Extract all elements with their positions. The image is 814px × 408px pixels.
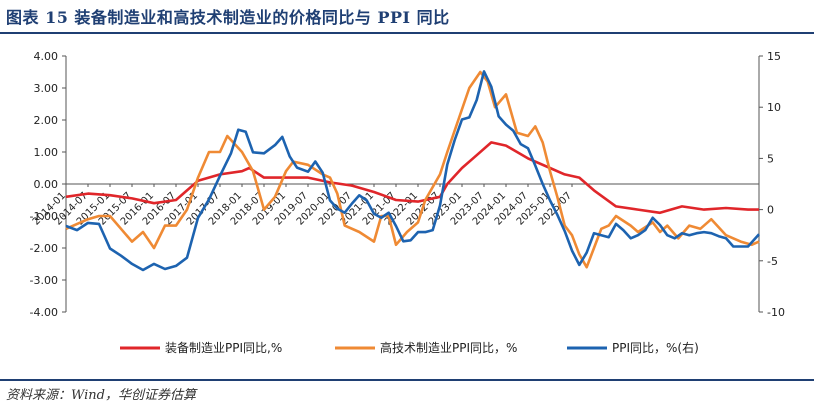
- right-tick-label: 5: [767, 152, 774, 165]
- series-lines: [65, 70, 760, 272]
- left-tick-label: -4.00: [30, 306, 58, 319]
- right-tick-label: 15: [767, 50, 781, 63]
- footer-rule: [0, 379, 814, 381]
- x-tick-labels: 2014-012014-072015-012015-072016-012016-…: [31, 184, 574, 228]
- title-rule: [0, 32, 814, 34]
- right-tick-label: -10: [767, 306, 785, 319]
- series-line-1: [65, 141, 759, 215]
- legend: 装备制造业PPI同比,% 高技术制造业PPI同比，% PPI同比，%(右): [120, 340, 699, 355]
- right-tick-label: -5: [767, 255, 778, 268]
- left-tick-label: -1.00: [30, 210, 58, 223]
- chart-axes: 4.00 3.00 2.00 1.00 0.00 -1.00 -2.00 -3.00 -4.00…: [30, 50, 785, 319]
- legend-label-3: PPI同比，%(右): [612, 340, 699, 355]
- series-line-3: [65, 70, 760, 272]
- series-line-2: [65, 70, 760, 269]
- left-tick-label: 0.00: [34, 178, 59, 191]
- right-tick-label: 0: [767, 204, 774, 217]
- left-tick-label: -2.00: [30, 242, 58, 255]
- left-tick-label: -3.00: [30, 274, 58, 287]
- left-tick-label: 1.00: [34, 146, 59, 159]
- left-tick-label: 2.00: [34, 114, 59, 127]
- left-tick-label: 3.00: [34, 82, 59, 95]
- legend-label-1: 装备制造业PPI同比,%: [165, 341, 282, 355]
- legend-label-2: 高技术制造业PPI同比，%: [380, 340, 517, 355]
- figure-title: 图表 15 装备制造业和高技术制造业的价格同比与 PPI 同比: [6, 8, 450, 27]
- line-chart: 4.00 3.00 2.00 1.00 0.00 -1.00 -2.00 -3.00 -4.00…: [30, 50, 785, 355]
- right-tick-label: 10: [767, 101, 781, 114]
- source-note: 资料来源：Wind，华创证券估算: [6, 388, 196, 403]
- left-tick-label: 4.00: [34, 50, 59, 63]
